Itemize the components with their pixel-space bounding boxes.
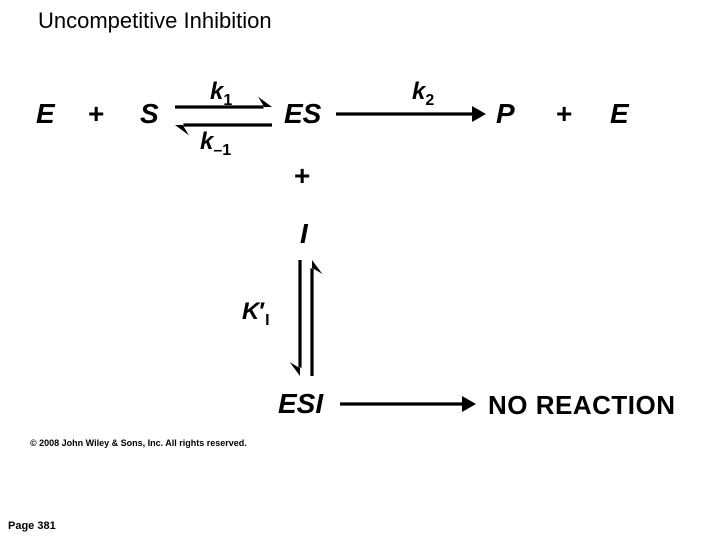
reaction-arrows xyxy=(0,0,720,540)
